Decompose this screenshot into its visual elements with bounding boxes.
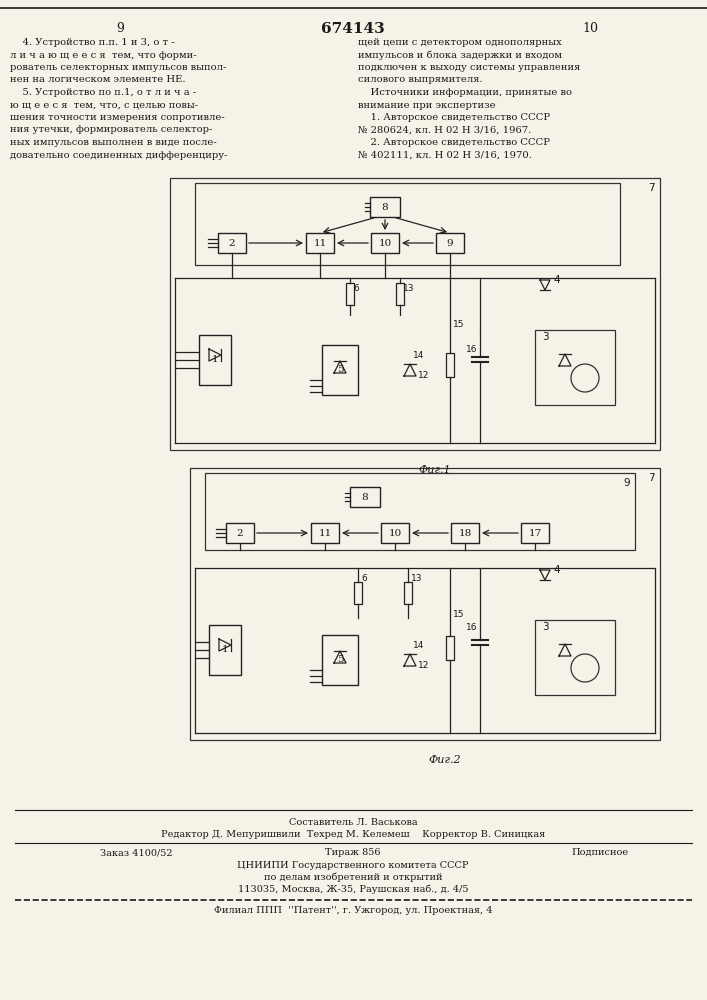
Bar <box>381 523 409 543</box>
Text: Источники информации, принятые во: Источники информации, принятые во <box>358 88 572 97</box>
Text: 7: 7 <box>648 473 655 483</box>
Bar <box>521 523 549 543</box>
Text: силового выпрямителя.: силового выпрямителя. <box>358 76 483 85</box>
Text: Подписное: Подписное <box>571 848 629 857</box>
Text: 14: 14 <box>413 641 424 650</box>
Text: № 280624, кл. Н 02 Н 3/16, 1967.: № 280624, кл. Н 02 Н 3/16, 1967. <box>358 125 531 134</box>
Bar <box>446 353 454 377</box>
Bar <box>311 523 339 543</box>
Text: 9: 9 <box>624 478 630 488</box>
Text: 15: 15 <box>453 320 464 329</box>
Text: Заказ 4100/52: Заказ 4100/52 <box>100 848 173 857</box>
Bar <box>199 335 231 385</box>
Text: 4. Устройство п.п. 1 и 3, о т -: 4. Устройство п.п. 1 и 3, о т - <box>10 38 175 47</box>
Text: ных импульсов выполнен в виде после-: ных импульсов выполнен в виде после- <box>10 138 217 147</box>
Text: 12: 12 <box>418 660 429 670</box>
Bar <box>371 233 399 253</box>
Text: 11: 11 <box>313 238 327 247</box>
Text: 8: 8 <box>362 492 368 502</box>
Bar <box>170 178 660 450</box>
Text: № 402111, кл. Н 02 Н 3/16, 1970.: № 402111, кл. Н 02 Н 3/16, 1970. <box>358 150 532 159</box>
Bar <box>436 233 464 253</box>
Text: 9: 9 <box>447 238 453 247</box>
Text: 1: 1 <box>211 356 218 364</box>
Text: 13: 13 <box>411 574 423 583</box>
Bar <box>209 625 241 675</box>
Text: 5: 5 <box>337 365 344 374</box>
Text: 3: 3 <box>542 332 549 342</box>
Text: л и ч а ю щ е е с я  тем, что форми-: л и ч а ю щ е е с я тем, что форми- <box>10 50 197 60</box>
Bar <box>535 330 615 405</box>
Text: Редактор Д. Мепуришвили  Техред М. Келемеш    Корректор В. Синицкая: Редактор Д. Мепуришвили Техред М. Келеме… <box>161 830 545 839</box>
Bar <box>370 197 400 217</box>
Text: 9: 9 <box>116 22 124 35</box>
Text: внимание при экспертизе: внимание при экспертизе <box>358 101 496 109</box>
Bar <box>205 473 635 550</box>
Bar <box>354 582 362 604</box>
Bar <box>404 582 412 604</box>
Bar <box>396 283 404 305</box>
Text: ю щ е е с я  тем, что, с целью повы-: ю щ е е с я тем, что, с целью повы- <box>10 101 198 109</box>
Text: импульсов и блока задержки и входом: импульсов и блока задержки и входом <box>358 50 562 60</box>
Bar <box>446 636 454 660</box>
Bar <box>346 283 354 305</box>
Text: Составитель Л. Васькова: Составитель Л. Васькова <box>288 818 417 827</box>
Text: Фиг.1: Фиг.1 <box>419 465 451 475</box>
Text: 113035, Москва, Ж-35, Раушская наб., д. 4/5: 113035, Москва, Ж-35, Раушская наб., д. … <box>238 885 468 894</box>
Bar <box>451 523 479 543</box>
Text: ния утечки, формирователь селектор-: ния утечки, формирователь селектор- <box>10 125 212 134</box>
Text: рователь селекторных импульсов выпол-: рователь селекторных импульсов выпол- <box>10 63 226 72</box>
Text: 10: 10 <box>378 238 392 247</box>
Text: довательно соединенных дифференциру-: довательно соединенных дифференциру- <box>10 150 228 159</box>
Bar <box>322 635 358 685</box>
Text: 4: 4 <box>553 565 560 575</box>
Text: ЦНИИПИ Государственного комитета СССР: ЦНИИПИ Государственного комитета СССР <box>238 861 469 870</box>
Bar <box>535 620 615 695</box>
Text: шения точности измерения сопротивле-: шения точности измерения сопротивле- <box>10 113 225 122</box>
Text: 6: 6 <box>353 284 358 293</box>
Text: 18: 18 <box>458 528 472 538</box>
Bar <box>218 233 246 253</box>
Text: по делам изобретений и открытий: по делам изобретений и открытий <box>264 873 443 882</box>
Text: 5. Устройство по п.1, о т л и ч а -: 5. Устройство по п.1, о т л и ч а - <box>10 88 197 97</box>
Text: щей цепи с детектором однополярных: щей цепи с детектором однополярных <box>358 38 562 47</box>
Text: 2. Авторское свидетельство СССР: 2. Авторское свидетельство СССР <box>358 138 550 147</box>
Bar <box>195 183 620 265</box>
Text: 15: 15 <box>453 610 464 619</box>
Bar <box>226 523 254 543</box>
Text: 13: 13 <box>403 284 414 293</box>
Text: 16: 16 <box>465 623 477 632</box>
Text: Филиал ППП  ''Патент'', г. Ужгород, ул. Проектная, 4: Филиал ППП ''Патент'', г. Ужгород, ул. П… <box>214 906 492 915</box>
Text: 5: 5 <box>337 656 344 664</box>
Text: 1. Авторское свидетельство СССР: 1. Авторское свидетельство СССР <box>358 113 550 122</box>
Text: нен на логическом элементе НЕ.: нен на логическом элементе НЕ. <box>10 76 185 85</box>
Text: 2: 2 <box>237 528 243 538</box>
Text: 6: 6 <box>361 574 367 583</box>
Text: 12: 12 <box>418 370 429 379</box>
Text: 10: 10 <box>388 528 402 538</box>
Text: 3: 3 <box>542 622 549 632</box>
Text: Фиг.2: Фиг.2 <box>428 755 461 765</box>
Bar <box>306 233 334 253</box>
Text: 2: 2 <box>228 238 235 247</box>
Bar <box>322 345 358 395</box>
Text: подключен к выходу системы управления: подключен к выходу системы управления <box>358 63 580 72</box>
Text: 11: 11 <box>318 528 332 538</box>
Text: 8: 8 <box>382 202 388 212</box>
Text: 1: 1 <box>222 646 228 654</box>
Bar <box>190 468 660 740</box>
Bar <box>350 487 380 507</box>
Text: 10: 10 <box>582 22 598 35</box>
Text: 16: 16 <box>465 345 477 354</box>
Text: 7: 7 <box>648 183 655 193</box>
Text: 14: 14 <box>413 351 424 360</box>
Text: Тираж 856: Тираж 856 <box>325 848 381 857</box>
Text: 17: 17 <box>528 528 542 538</box>
Text: 4: 4 <box>553 275 560 285</box>
Text: 674143: 674143 <box>321 22 385 36</box>
